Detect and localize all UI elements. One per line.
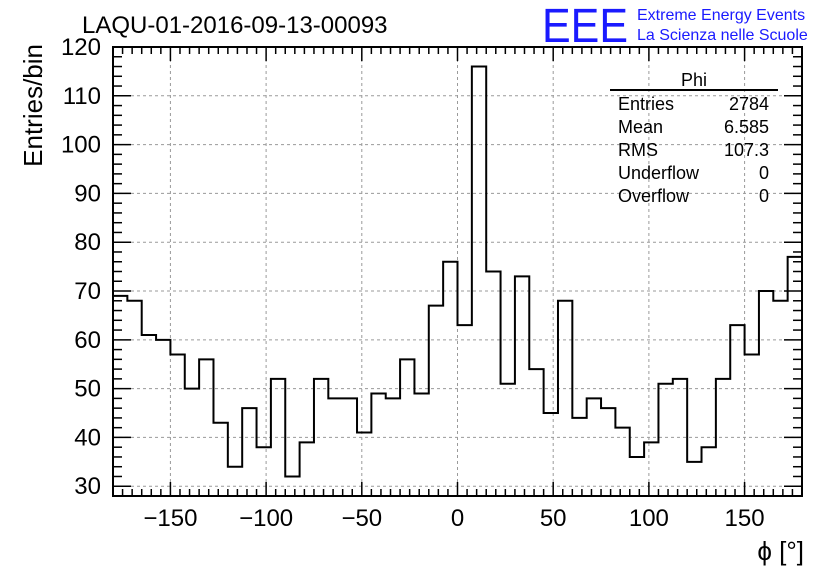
histogram-bin	[773, 301, 787, 496]
y-axis-label: Entries/bin	[18, 44, 48, 167]
histogram-bin	[716, 379, 730, 496]
histogram-bin	[314, 379, 328, 496]
x-axis-label: ϕ [°]	[757, 536, 804, 566]
y-tick-label: 70	[74, 278, 101, 305]
histogram-bin	[486, 272, 500, 497]
histogram-bin	[142, 335, 156, 496]
histogram-bin	[788, 257, 802, 496]
histogram-bin	[630, 457, 644, 496]
histogram-bin	[257, 447, 271, 496]
x-tick-label: 0	[451, 505, 464, 532]
stats-row-label: Entries	[618, 94, 674, 114]
histogram-bin	[400, 359, 414, 496]
y-tick-label: 110	[63, 83, 101, 110]
histogram-bin	[472, 67, 486, 496]
histogram-bin	[458, 325, 472, 496]
histogram-bin	[242, 408, 256, 496]
histogram-bin	[429, 306, 443, 496]
x-tick-label: 100	[629, 505, 669, 532]
histogram-bin	[544, 413, 558, 496]
histogram-bin	[414, 394, 428, 496]
histogram-bin	[371, 394, 385, 496]
histogram-bin	[759, 291, 773, 496]
stats-row-label: Mean	[618, 117, 663, 137]
histogram-step-line	[112, 65, 803, 496]
stats-row-value: 107.3	[724, 140, 769, 160]
histogram-bin	[185, 389, 199, 496]
histogram-bin	[170, 354, 184, 496]
histogram-bin	[601, 408, 615, 496]
histogram-bin	[558, 301, 572, 496]
histogram-bin	[156, 340, 170, 496]
histogram-bin	[702, 447, 716, 496]
logo-line-2: La Scienza nelle Scuole	[637, 27, 808, 44]
y-tick-label: 120	[61, 34, 101, 61]
y-tick-label: 100	[61, 132, 101, 159]
stats-row-label: RMS	[618, 140, 658, 160]
y-tick-label: 40	[74, 424, 101, 451]
histogram-bin	[515, 276, 529, 496]
histogram-bin	[730, 325, 744, 496]
stats-row-value: 6.585	[724, 117, 769, 137]
stats-row-label: Overflow	[618, 186, 690, 206]
histogram-bin	[443, 262, 457, 496]
histogram-bin	[501, 384, 515, 496]
x-tick-label: −100	[239, 505, 293, 532]
x-tick-label: −150	[143, 505, 197, 532]
histogram-bin	[745, 354, 759, 496]
histogram-bin	[213, 423, 227, 496]
y-tick-label: 50	[74, 376, 101, 403]
y-tick-label: 80	[74, 229, 101, 256]
histogram-bin	[343, 398, 357, 496]
tick-labels-layer: −150 −100 −50 0 50 100 150 30 40 50 60 70 80 90 100 110…	[61, 34, 765, 532]
eee-logo-text: EEE	[542, 0, 628, 53]
stats-box: Phi Entries 2784 Mean 6.585 RMS 107.3 Underflo…	[610, 70, 778, 206]
x-tick-label: −50	[341, 505, 382, 532]
stats-row-value: 0	[759, 186, 769, 206]
y-tick-label: 30	[74, 473, 101, 500]
histogram-bin	[644, 442, 658, 496]
stats-row-label: Underflow	[618, 163, 700, 183]
stats-box-title: Phi	[681, 70, 707, 90]
histogram-title: LAQU-01-2016-09-13-00093	[82, 12, 388, 39]
ticks-layer	[113, 46, 802, 496]
y-tick-label: 60	[74, 327, 101, 354]
stats-row-value: 2784	[729, 94, 769, 114]
histogram-bin	[199, 359, 213, 496]
x-tick-label: 150	[725, 505, 765, 532]
histogram-bin	[127, 301, 141, 496]
x-tick-label: 50	[540, 505, 567, 532]
logo-line-1: Extreme Energy Events	[637, 7, 805, 24]
histogram-bin	[228, 467, 242, 496]
stats-row-value: 0	[759, 163, 769, 183]
histogram-bin	[658, 384, 672, 496]
y-tick-label: 90	[74, 180, 101, 207]
histogram-bin	[300, 442, 314, 496]
histogram-bin	[572, 418, 586, 496]
histogram-bin	[587, 398, 601, 496]
histogram-bin	[687, 462, 701, 496]
histogram-bin	[386, 398, 400, 496]
histogram-bin	[328, 398, 342, 496]
